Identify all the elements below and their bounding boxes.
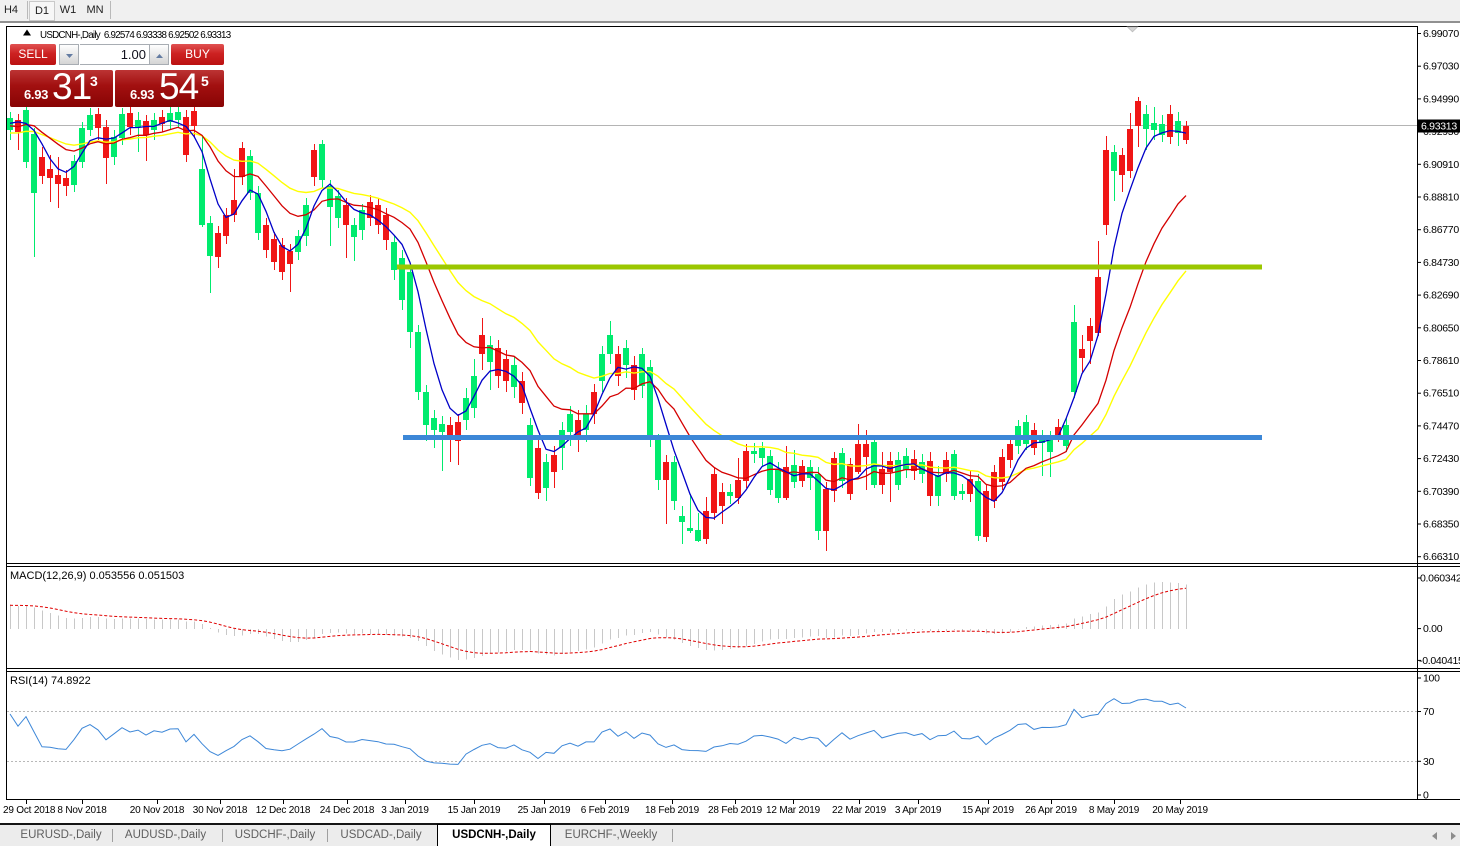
svg-text:30 Nov 2018: 30 Nov 2018 xyxy=(193,805,248,816)
svg-text:8 May 2019: 8 May 2019 xyxy=(1089,805,1140,816)
svg-text:6.76510: 6.76510 xyxy=(1423,388,1459,400)
svg-text:12 Dec 2018: 12 Dec 2018 xyxy=(256,805,311,816)
svg-text:6.74470: 6.74470 xyxy=(1423,420,1459,432)
svg-text:29 Oct 2018: 29 Oct 2018 xyxy=(3,805,56,816)
svg-text:12 Mar 2019: 12 Mar 2019 xyxy=(766,805,821,816)
svg-text:6.72430: 6.72430 xyxy=(1423,453,1459,465)
svg-text:6.88810: 6.88810 xyxy=(1423,192,1459,204)
svg-text:6.97030: 6.97030 xyxy=(1423,61,1459,73)
svg-text:26 Apr 2019: 26 Apr 2019 xyxy=(1025,805,1077,816)
svg-text:6.93313: 6.93313 xyxy=(1421,121,1457,133)
svg-text:6.68350: 6.68350 xyxy=(1423,519,1459,531)
svg-text:6.80650: 6.80650 xyxy=(1423,322,1459,334)
svg-text:0.00: 0.00 xyxy=(1423,623,1443,635)
svg-text:RSI(14) 74.8922: RSI(14) 74.8922 xyxy=(10,675,91,687)
svg-text:30: 30 xyxy=(1423,756,1435,768)
svg-text:70: 70 xyxy=(1423,706,1435,718)
svg-text:3 Apr 2019: 3 Apr 2019 xyxy=(895,805,942,816)
svg-text:6.66310: 6.66310 xyxy=(1423,551,1459,563)
svg-text:15 Apr 2019: 15 Apr 2019 xyxy=(962,805,1014,816)
svg-text:24 Dec 2018: 24 Dec 2018 xyxy=(320,805,375,816)
svg-text:6.78610: 6.78610 xyxy=(1423,355,1459,367)
svg-text:18 Feb 2019: 18 Feb 2019 xyxy=(645,805,700,816)
svg-text:6 Feb 2019: 6 Feb 2019 xyxy=(581,805,630,816)
svg-text:28 Feb 2019: 28 Feb 2019 xyxy=(708,805,763,816)
svg-text:6.94990: 6.94990 xyxy=(1423,93,1459,105)
svg-text:6.70390: 6.70390 xyxy=(1423,486,1459,498)
svg-text:100: 100 xyxy=(1423,673,1440,685)
svg-text:USDCNH-,Daily 6.92574 6.93338: USDCNH-,Daily 6.92574 6.93338 6.92502 6.… xyxy=(40,30,232,41)
svg-text:6.99070: 6.99070 xyxy=(1423,28,1459,40)
svg-text:6.84730: 6.84730 xyxy=(1423,257,1459,269)
svg-text:6.86770: 6.86770 xyxy=(1423,224,1459,236)
svg-text:8 Nov 2018: 8 Nov 2018 xyxy=(57,805,107,816)
svg-text:6.82690: 6.82690 xyxy=(1423,290,1459,302)
svg-text:22 Mar 2019: 22 Mar 2019 xyxy=(832,805,887,816)
svg-text:20 May 2019: 20 May 2019 xyxy=(1152,805,1208,816)
svg-text:-0.040415: -0.040415 xyxy=(1419,655,1460,667)
svg-text:3 Jan 2019: 3 Jan 2019 xyxy=(381,805,429,816)
svg-text:MACD(12,26,9) 0.053556 0.05150: MACD(12,26,9) 0.053556 0.051503 xyxy=(10,570,184,582)
svg-text:0: 0 xyxy=(1423,790,1429,802)
svg-text:15 Jan 2019: 15 Jan 2019 xyxy=(448,805,501,816)
svg-text:0.060342: 0.060342 xyxy=(1420,573,1460,585)
svg-text:20 Nov 2018: 20 Nov 2018 xyxy=(130,805,185,816)
svg-text:6.90910: 6.90910 xyxy=(1423,159,1459,171)
svg-text:25 Jan 2019: 25 Jan 2019 xyxy=(518,805,571,816)
